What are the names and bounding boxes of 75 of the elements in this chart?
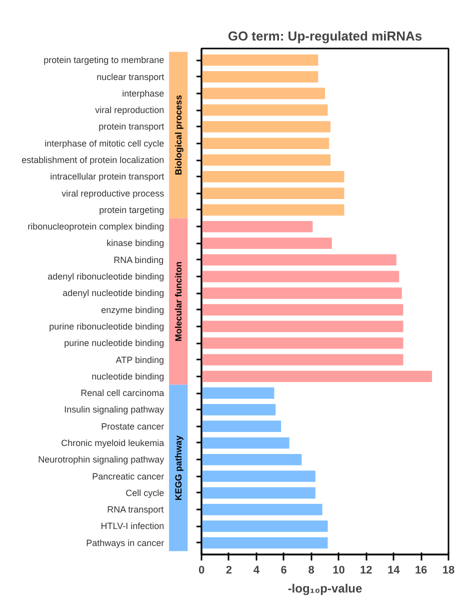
bar [202,54,318,66]
bar [202,288,402,299]
bar [202,537,328,549]
y-tick-label: Chronic myeloid leukemia [61,438,164,448]
y-tick-label: purine ribonucleotide binding [49,321,164,332]
bar [202,171,344,182]
y-tick-label: interphase of mitotic cell cycle [44,138,164,148]
x-tick-label: 14 [387,564,401,576]
bar [202,387,274,399]
bar [202,238,332,249]
x-tick-label: 6 [280,564,287,576]
y-tick-label: viral reproductive process [62,188,165,198]
text: Molecular funciton [173,261,184,342]
bar [202,104,328,116]
bar [202,320,404,332]
x-tick-label: 0 [198,564,205,576]
bar [202,204,344,216]
y-tick-label: protein targeting [99,204,164,215]
bar [202,304,404,316]
y-tick-label: interphase [122,88,164,98]
bar [202,88,325,100]
bar [202,220,313,232]
y-tick-label: protein targeting to membrane [44,55,164,66]
x-tick-label: 12 [360,564,372,576]
x-tick-label: 8 [308,564,314,576]
y-tick-label: RNA transport [107,504,164,515]
x-axis-title: -log₁₀p-value [288,582,363,596]
y-tick-label: enzyme binding [101,304,164,315]
bar [202,504,322,516]
y-tick-label: adenyl ribonucleotide binding [48,272,164,282]
y-tick-label: Pancreatic cancer [92,471,164,482]
bar [202,337,404,349]
bar [202,254,396,266]
x-tick-label: 10 [332,564,345,576]
y-tick-label: HTLV-I infection [100,521,164,532]
bar [202,470,316,482]
bar [202,454,302,466]
bar [202,420,282,432]
y-tick-label: Pathways in cancer [86,538,164,548]
bar [202,121,330,132]
bar [202,154,330,166]
y-tick-label: Cell cycle [126,488,164,498]
y-tick-label: protein transport [98,122,165,132]
y-tick-label: nuclear transport [96,72,165,82]
y-tick-label: ribonucleoprotein complex binding [28,222,164,232]
y-tick-label: establishment of protein localization [22,155,164,166]
chart-title: GO term: Up-regulated miRNAs [228,28,422,44]
bar [202,71,318,82]
x-tick-label: 18 [442,564,455,576]
text: KEGG pathway [173,435,184,500]
y-tick-label: adenyl nucleotide binding [62,288,164,298]
x-tick-label: 2 [226,564,232,576]
y-tick-label: Insulin signaling pathway [64,404,165,415]
y-tick-label: Renal cell carcinoma [80,388,164,398]
bar [202,138,330,150]
y-tick-label: RNA binding [114,254,164,265]
y-tick-label: nucleotide binding [92,371,164,382]
bar [202,354,404,366]
y-tick-label: Prostate cancer [101,421,164,432]
bar [202,520,328,532]
bar [202,270,400,282]
bar [202,404,276,416]
bar [202,437,290,449]
text: Biological process [173,95,184,176]
x-tick-label: 4 [253,564,260,576]
x-tick-label: 16 [414,564,428,576]
bar [202,370,432,382]
y-tick-label: ATP binding [116,354,164,365]
y-tick-label: purine nucleotide binding [64,338,164,348]
bar [202,487,316,499]
y-tick-label: kinase binding [106,238,164,248]
y-tick-label: intracellular protein transport [50,172,165,182]
bar [202,188,344,199]
y-tick-label: Neurotrophin signaling pathway [38,454,165,465]
y-tick-label: viral reproduction [95,105,164,116]
